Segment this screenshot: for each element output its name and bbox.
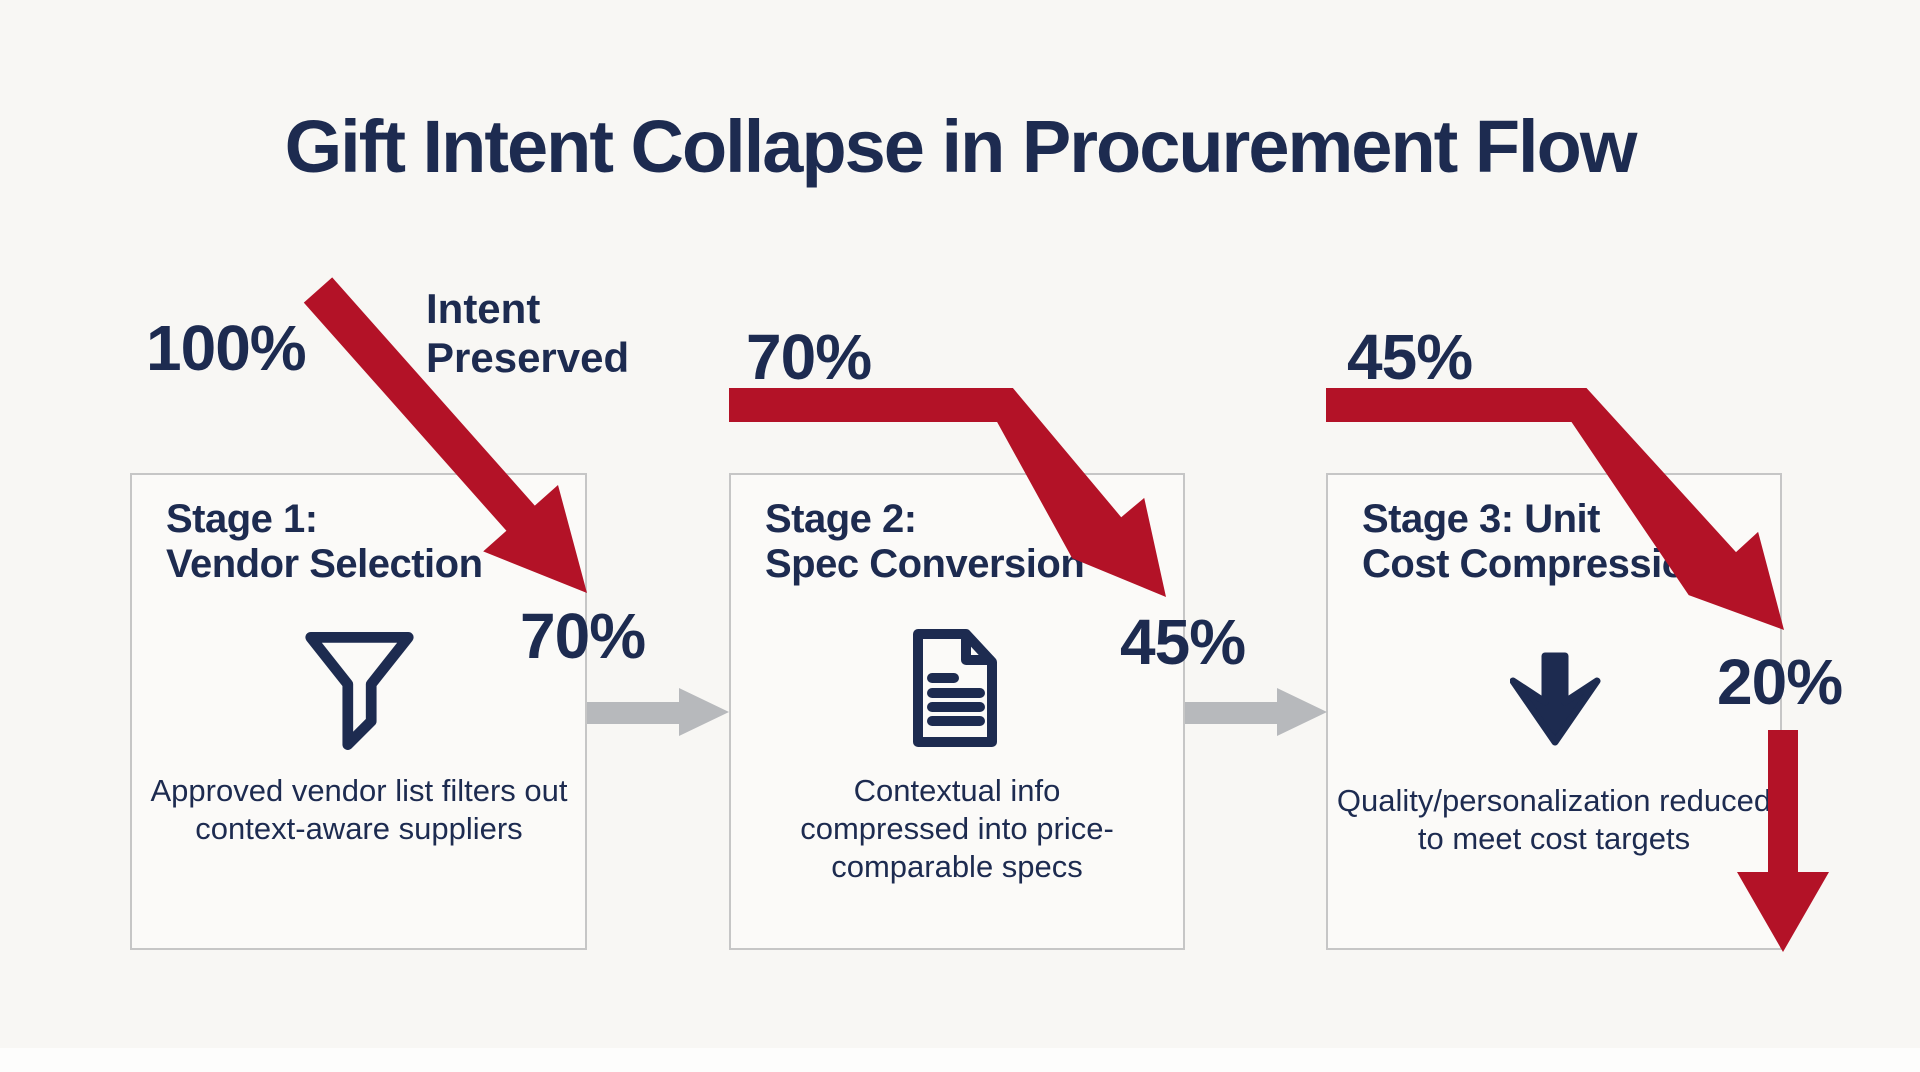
stage3-description: Quality/personalization reduced to meet … <box>1336 783 1772 857</box>
intent-preserved-line2: Preserved <box>426 334 630 382</box>
intent-preserved-line1: Intent <box>426 285 541 332</box>
stage1-title: Stage 1: Vendor Selection <box>166 497 483 587</box>
stage1-output-percent: 70% <box>520 600 646 672</box>
stage-transition-arrow-1 <box>587 688 729 736</box>
stage3-input-percent: 45% <box>1347 321 1473 393</box>
stage1-description: Approved vendor list filters out context… <box>150 773 568 847</box>
start-percent-label: 100% <box>146 312 307 384</box>
stage1-card: Stage 1: Vendor Selection <box>130 473 587 950</box>
stage3-title-line1: Stage 3: Unit <box>1362 497 1600 541</box>
decline-arrow-2 <box>729 388 1166 597</box>
down-arrow-icon <box>1510 652 1601 746</box>
stage2-title: Stage 2: Spec Conversion <box>765 497 1085 587</box>
stage2-title-line2: Spec Conversion <box>765 542 1085 587</box>
document-icon <box>913 629 997 747</box>
funnel-icon <box>305 632 414 750</box>
decline-arrow-1 <box>303 277 587 593</box>
stage2-input-percent: 70% <box>746 321 872 393</box>
intent-preserved-label: Intent Preserved <box>426 284 629 382</box>
stage2-description: Contextual info compressed into price-co… <box>800 773 1114 885</box>
stage2-title-line1: Stage 2: <box>765 497 917 541</box>
stage3-title-line2: Cost Compression <box>1362 542 1710 587</box>
stage-transition-arrow-2 <box>1185 688 1327 736</box>
stage1-title-line2: Vendor Selection <box>166 542 483 587</box>
bottom-band <box>0 1048 1920 1072</box>
stage3-output-percent: 20% <box>1717 646 1843 718</box>
stage2-output-percent: 45% <box>1120 606 1246 678</box>
stage3-title: Stage 3: Unit Cost Compression <box>1362 497 1710 587</box>
final-decline-arrow <box>1737 730 1829 952</box>
stage1-title-line1: Stage 1: <box>166 497 318 541</box>
page-title: Gift Intent Collapse in Procurement Flow <box>284 105 1638 188</box>
decline-arrow-3 <box>1326 388 1784 630</box>
